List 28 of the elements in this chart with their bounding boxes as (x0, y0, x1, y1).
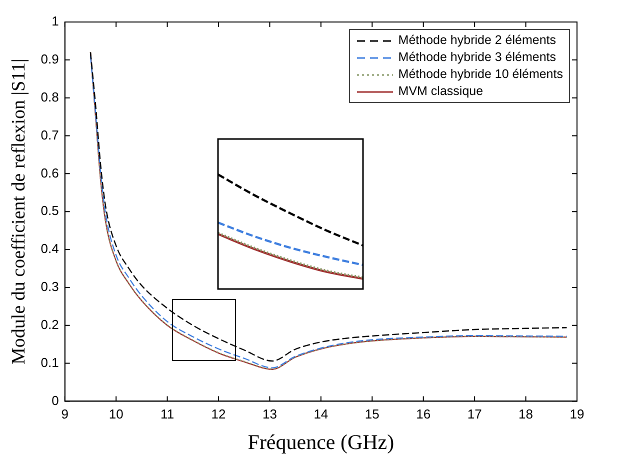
legend-label: Méthode hybride 2 éléments (398, 32, 556, 49)
y-axis-title: Module du coefficient de reflexion |S11| (8, 58, 30, 364)
x-tick-label: 9 (61, 406, 68, 422)
y-tick-label: 0.3 (40, 279, 59, 294)
x-tick-label: 14 (314, 406, 328, 422)
x-tick-label: 12 (211, 406, 226, 422)
x-tick-label: 18 (518, 406, 534, 422)
y-tick-label: 0.5 (40, 203, 59, 218)
y-tick-label: 0 (52, 392, 59, 408)
x-axis-title: Fréquence (GHz) (248, 430, 394, 454)
x-tick-label: 13 (262, 406, 277, 422)
x-tick-label: 17 (467, 406, 482, 422)
y-tick-label: 0.2 (40, 316, 59, 332)
x-tick-label: 19 (570, 406, 584, 422)
y-tick-label: 0.1 (40, 354, 59, 370)
legend-label: Méthode hybride 3 éléments (398, 49, 556, 66)
x-tick-label: 11 (160, 406, 174, 422)
y-tick-label: 0.8 (40, 89, 59, 104)
y-tick-label: 0.6 (40, 165, 59, 180)
y-tick-label: 1 (52, 14, 59, 29)
x-tick-label: 16 (416, 406, 431, 422)
legend-label: Méthode hybride 10 éléments (398, 66, 563, 83)
y-tick-label: 0.9 (40, 52, 59, 66)
x-tick-label: 15 (364, 406, 380, 422)
y-tick-label: 0.7 (40, 127, 59, 142)
y-tick-label: 0.4 (40, 241, 59, 256)
x-tick-label: 10 (108, 406, 124, 422)
legend-label: MVM classique (398, 83, 484, 100)
